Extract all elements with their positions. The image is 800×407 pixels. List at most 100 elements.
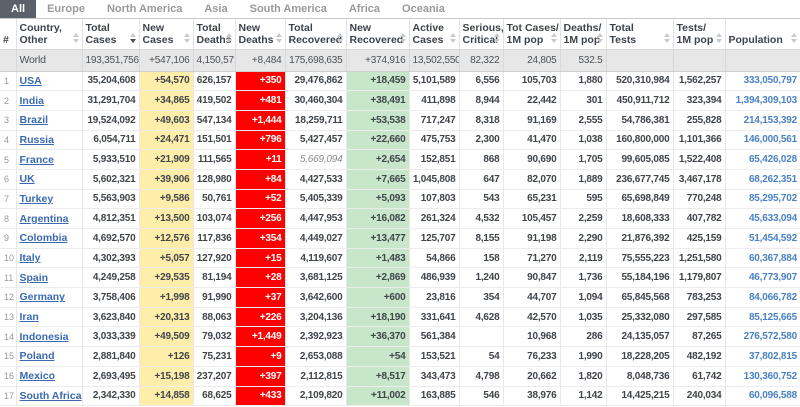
cell-total-deaths: 103,074 (193, 208, 236, 229)
cell-new-cases: +29,535 (139, 267, 194, 289)
col-header-population[interactable]: Population (725, 19, 800, 50)
cell-country: Colombia (16, 228, 83, 249)
cell-new-recovered: +2,654 (346, 149, 410, 170)
cell-cases-1m: 22,442 (503, 90, 561, 111)
col-header-total-recovered[interactable]: Total Recovered (285, 19, 347, 50)
cell-new-deaths: +256 (235, 208, 286, 229)
col-header-deaths-per-1m[interactable]: Deaths/1M pop (560, 19, 607, 50)
col-header-cases-per-1m[interactable]: Tot Cases/1M pop (503, 19, 561, 50)
col-header-total-tests[interactable]: Total Tests (606, 19, 674, 50)
cell-population: 1,394,309,103 (725, 90, 800, 111)
sort-icon (791, 32, 797, 43)
col-header-active-cases[interactable]: Active Cases (409, 19, 460, 50)
cell-tests: 25,332,080 (606, 307, 674, 328)
tab-africa[interactable]: Africa (348, 3, 381, 15)
cell-tests-1m: 1,522,408 (673, 149, 726, 170)
country-link[interactable]: Iran (19, 311, 39, 324)
cell-total-deaths: 79,032 (193, 326, 236, 348)
cell-population: 333,050,797 (725, 71, 800, 92)
cell-country: USA (16, 71, 83, 92)
cell-population: 65,426,028 (725, 149, 800, 170)
country-link[interactable]: Mexico (19, 370, 56, 383)
country-link[interactable]: UK (19, 173, 35, 186)
country-link[interactable]: Poland (19, 350, 55, 363)
cell-country: Indonesia (16, 326, 83, 348)
cell-new-cases: +1,998 (139, 287, 194, 308)
country-link[interactable]: Italy (19, 252, 41, 265)
cell-total-deaths: 81,194 (193, 267, 236, 289)
cell-new-cases: +5,057 (139, 248, 194, 269)
col-header-total-cases[interactable]: Total Cases (82, 19, 140, 50)
tab-asia[interactable]: Asia (204, 3, 228, 15)
sort-icon (550, 32, 557, 43)
cell-rank: 11 (0, 267, 17, 289)
country-link[interactable]: South Africa (19, 389, 82, 402)
cell-deaths-1m: 1,142 (560, 386, 607, 407)
cell-new-recovered: +36,370 (346, 326, 410, 348)
sort-icon (225, 32, 232, 43)
sort-icon (715, 32, 722, 43)
country-link[interactable]: Brazil (19, 114, 49, 127)
cell-total-recovered: 4,119,607 (285, 248, 347, 269)
sort-icon (663, 32, 670, 43)
cell-total-cases: 5,563,903 (82, 189, 140, 210)
col-header-new-deaths[interactable]: New Deaths (235, 19, 286, 50)
cell-new-cases: +15,198 (139, 366, 194, 387)
tab-all[interactable]: All (0, 0, 37, 18)
country-link[interactable]: Germany (19, 291, 66, 304)
cell-rank: 7 (0, 189, 17, 210)
cell-new-deaths: +1,444 (235, 110, 286, 131)
cell-tests-1m: 482,192 (673, 346, 726, 367)
cell-cases-1m: 38,976 (503, 386, 561, 407)
col-header-tests-per-1m[interactable]: Tests/1M pop (673, 19, 726, 50)
cell-tests: 24,135,057 (606, 326, 674, 348)
sort-icon-active (129, 32, 136, 43)
country-link[interactable]: Argentina (19, 212, 69, 225)
cell-serious: 8,318 (459, 110, 504, 131)
country-link[interactable]: Russia (19, 133, 54, 146)
cell-deaths-1m: 301 (560, 90, 607, 111)
tab-oceania[interactable]: Oceania (402, 3, 445, 15)
col-header-new-cases[interactable]: New Cases (139, 19, 194, 50)
tab-north-america[interactable]: North America (106, 3, 183, 15)
cell-deaths-1m: 595 (560, 189, 607, 210)
cell-serious: 4,628 (459, 307, 504, 328)
country-link[interactable]: India (19, 94, 45, 107)
country-link[interactable]: USA (19, 74, 42, 87)
cell-serious: 4,532 (459, 208, 504, 229)
col-header-country[interactable]: Country, Other (16, 19, 83, 50)
cell-serious: 6,556 (459, 71, 504, 92)
country-link[interactable]: Colombia (19, 232, 68, 245)
cell-population: 146,000,561 (725, 130, 800, 151)
cell-population: 45,633,094 (725, 208, 800, 229)
cell-country: Brazil (16, 110, 83, 131)
table-row: 17 South Africa 2,342,330 +14,858 68,625 +433… (0, 386, 800, 407)
cell-new-deaths: +9 (235, 346, 286, 367)
tab-europe[interactable]: Europe (47, 3, 85, 15)
cell-total-recovered: 30,460,304 (285, 90, 347, 111)
col-header-new-recovered[interactable]: New Recovered (346, 19, 410, 50)
col-header-serious-critical[interactable]: Serious, Critical (459, 19, 504, 50)
cell-new-cases: +13,500 (139, 208, 194, 229)
country-link[interactable]: Turkey (19, 192, 54, 205)
table-row: 9 Colombia 4,692,570 +12,576 117,836 +354 4,44… (0, 228, 800, 249)
continent-tabbar: All Europe North America Asia South Amer… (0, 0, 800, 19)
cell-total-cases: 2,881,840 (82, 346, 140, 367)
header-row: # Country, Other Total Cases New Cases Tota… (0, 19, 800, 50)
country-link[interactable]: France (19, 153, 54, 166)
col-header-total-deaths[interactable]: Total Deaths (193, 19, 236, 50)
cell-active: 107,803 (409, 189, 460, 210)
cell-active: 23,816 (409, 287, 460, 308)
cell-total-deaths: 626,157 (193, 71, 236, 92)
cell-tests-1m: 1,251,580 (673, 248, 726, 269)
cell-total-deaths: 151,501 (193, 130, 236, 151)
cell-tests: 14,425,215 (606, 386, 674, 407)
cell-cases-1m: 44,707 (503, 287, 561, 308)
cell-cases-1m: 91,169 (503, 110, 561, 131)
country-link[interactable]: Spain (19, 271, 49, 284)
cell-deaths-1m: 1,705 (560, 149, 607, 170)
cell-total-deaths: 75,231 (193, 346, 236, 367)
cell-population: 214,153,392 (725, 110, 800, 131)
tab-south-america[interactable]: South America (249, 3, 327, 15)
country-link[interactable]: Indonesia (19, 330, 69, 343)
